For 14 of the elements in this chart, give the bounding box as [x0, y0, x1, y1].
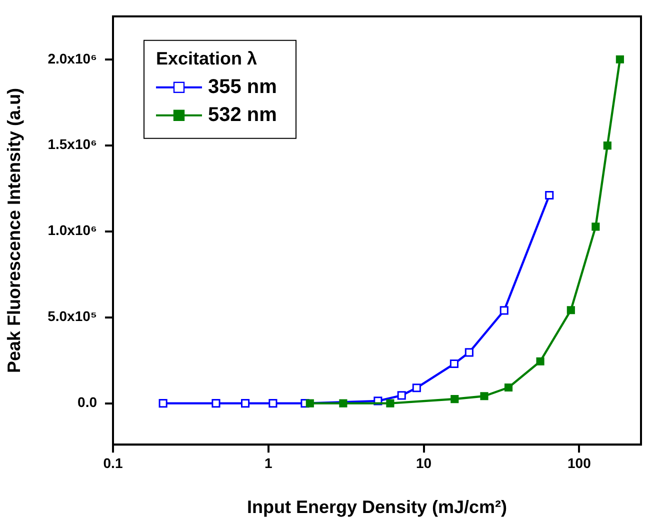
legend-title: Excitation λ	[156, 48, 258, 68]
legend-label: 355 nm	[208, 76, 277, 98]
y-tick-label: 5.0x10⁵	[48, 308, 97, 324]
y-tick-label: 0.0	[78, 394, 98, 410]
y-axis-title: Peak Fluorescence Intensity (a.u)	[4, 88, 24, 374]
legend-label: 532 nm	[208, 104, 277, 126]
x-tick-label: 100	[567, 454, 592, 471]
x-tick-label: 1	[264, 454, 272, 471]
y-tick-label: 1.5x10⁶	[48, 136, 97, 152]
y-tick-label: 1.0x10⁶	[48, 222, 97, 238]
y-tick-label: 2.0x10⁶	[48, 50, 97, 66]
x-tick-label: 10	[416, 454, 432, 471]
x-axis-title: Input Energy Density (mJ/cm²)	[246, 497, 508, 518]
x-tick-label: 0.1	[103, 454, 123, 471]
